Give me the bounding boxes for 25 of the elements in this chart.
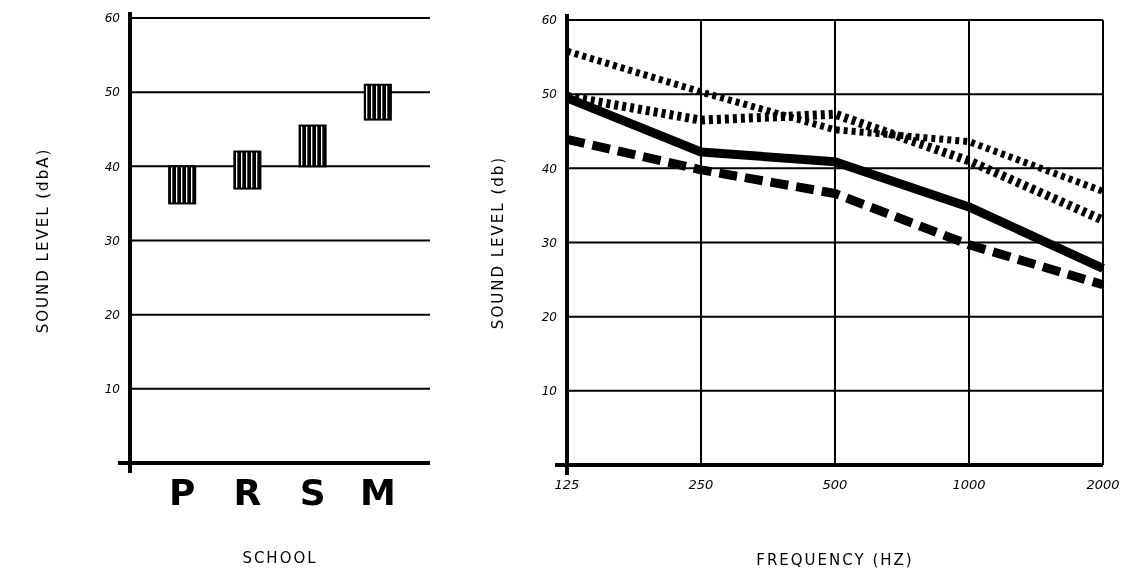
x-tick-label: R [233,472,262,513]
y-tick-label: 40 [541,161,558,176]
y-axis-title: SOUND LEVEL (db) [489,155,507,330]
x-tick-label: 500 [822,477,848,492]
x-axis-title: FREQUENCY (HZ) [756,551,914,569]
x-tick-label: 2000 [1086,477,1120,492]
x-tick-label: M [359,472,396,513]
y-tick-label: 30 [104,233,121,248]
y-tick-label: 60 [541,13,558,28]
y-tick-label: 40 [104,159,121,174]
y-tick-label: 60 [104,11,121,26]
y-tick-label: 30 [541,235,558,250]
y-tick-label: 20 [104,307,121,322]
y-tick-label: 50 [104,85,121,100]
y-tick-label: 20 [541,309,558,324]
y-tick-label: 10 [104,382,121,397]
x-axis-title: SCHOOL [242,549,318,567]
x-tick-label: P [168,472,196,513]
x-tick-label: S [299,472,326,513]
y-tick-label: 10 [541,384,558,399]
x-tick-label: 250 [688,477,714,492]
y-tick-label: 50 [541,87,558,102]
y-axis-title: SOUND LEVEL (dbA) [34,147,52,334]
x-tick-label: 125 [554,477,580,492]
x-tick-label: 1000 [952,477,986,492]
